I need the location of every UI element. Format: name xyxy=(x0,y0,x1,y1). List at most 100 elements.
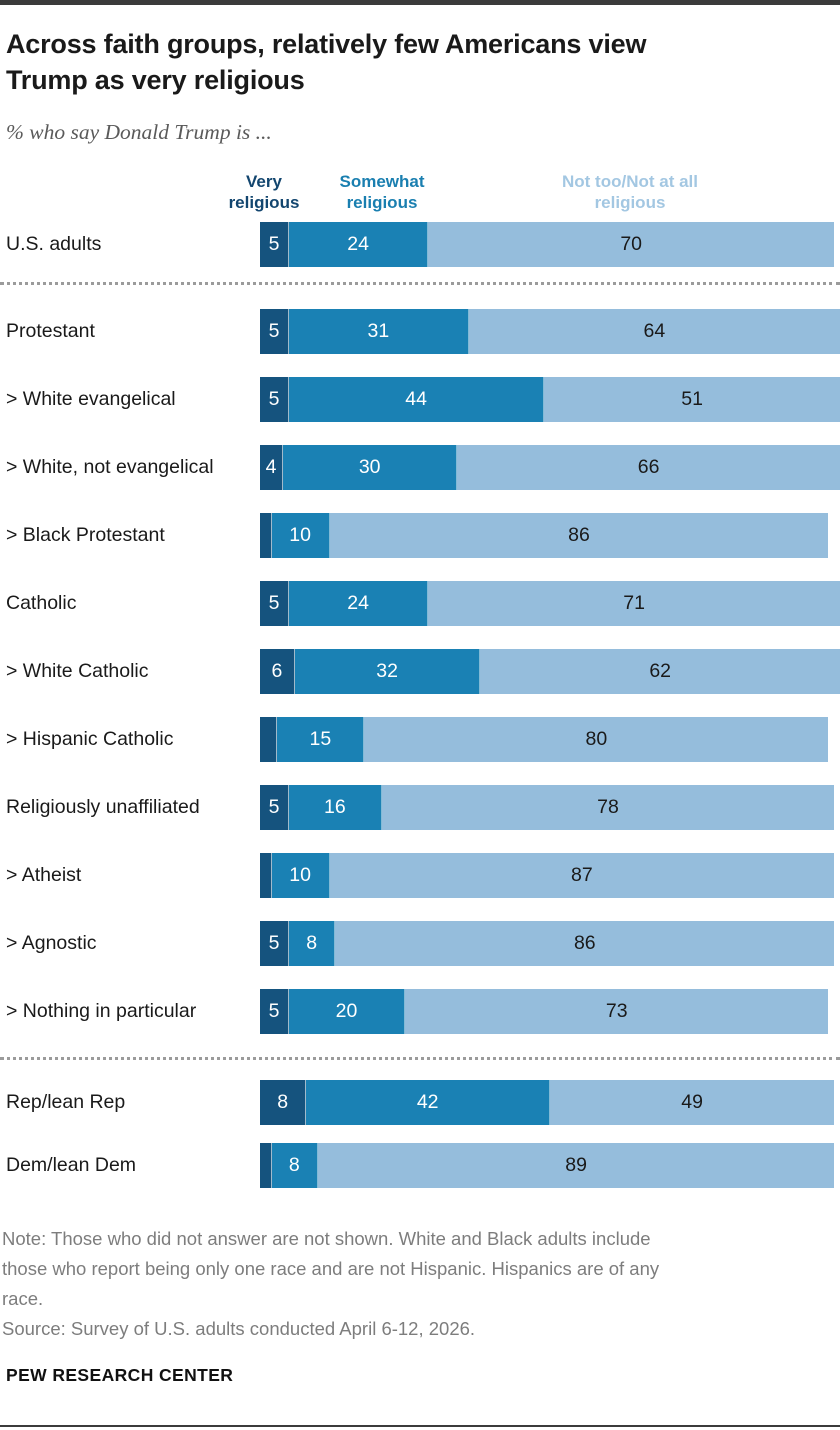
bar-value-label: 6 xyxy=(271,660,283,682)
bar-segment-nottoo: 80 xyxy=(364,717,829,762)
chart-subtitle: % who say Donald Trump is ... xyxy=(6,120,272,144)
bar-segment-very xyxy=(260,513,272,558)
bar-segment-somewhat: 24 xyxy=(289,581,429,626)
bar-value-label: 86 xyxy=(573,932,596,954)
bar-value-label: 10 xyxy=(289,864,311,886)
bar-track: 5 8 86 xyxy=(260,921,840,966)
bar-value-label: 8 xyxy=(306,932,318,954)
bar-segment-very: 5 xyxy=(260,785,289,830)
row-label: Catholic xyxy=(6,592,77,614)
note-text: Note: Those who did not answer are not s… xyxy=(0,1224,840,1314)
bar-segment-somewhat: 8 xyxy=(271,1143,318,1188)
bar-segment-nottoo: 51 xyxy=(544,377,840,422)
bar-segment-nottoo: 49 xyxy=(549,1080,835,1125)
bar-value-label: 49 xyxy=(681,1091,703,1113)
bar-segment-nottoo: 86 xyxy=(329,513,829,558)
bar-value-label: 78 xyxy=(597,796,619,818)
row-label: > Black Protestant xyxy=(6,524,165,546)
row-label: > White Catholic xyxy=(6,660,149,682)
bar-value-label: 44 xyxy=(405,388,427,410)
bar-segment-nottoo: 64 xyxy=(468,309,840,354)
bar-segment-somewhat: 20 xyxy=(289,989,405,1034)
bar-value-label: 80 xyxy=(585,728,608,750)
title-line-1: Across faith groups, relatively few Amer… xyxy=(6,29,647,59)
chart-row: U.S. adults 5 24 70 xyxy=(0,222,840,267)
group-divider xyxy=(0,1057,840,1060)
bar-segment-somewhat: 31 xyxy=(289,309,469,354)
bar-segment-somewhat: 8 xyxy=(289,921,336,966)
bar-value-label: 20 xyxy=(335,1000,358,1022)
row-label: > Nothing in particular xyxy=(6,1000,197,1022)
bar-track: 5 31 64 xyxy=(260,309,840,354)
group-divider xyxy=(0,282,840,285)
bar-segment-very: 5 xyxy=(260,921,289,966)
chart-row: > Nothing in particular 5 20 73 xyxy=(0,989,840,1034)
legend-label-not-too-religious: Not too/Not at all religious xyxy=(562,172,698,212)
title-line-2: Trump as very religious xyxy=(6,65,305,95)
chart-row: Religiously unaffiliated 5 16 78 xyxy=(0,785,840,830)
bottom-rule xyxy=(0,1425,840,1427)
bar-value-label: 71 xyxy=(623,592,645,614)
row-label: > White, not evangelical xyxy=(6,456,214,478)
bar-value-label: 64 xyxy=(643,320,666,342)
bar-value-label: 4 xyxy=(265,456,277,478)
bar-value-label: 5 xyxy=(268,320,280,342)
bar-track: 5 24 70 xyxy=(260,222,840,267)
bar-segment-somewhat: 30 xyxy=(283,445,458,490)
bar-track: 5 44 51 xyxy=(260,377,840,422)
bar-value-label: 51 xyxy=(681,388,703,410)
bar-track: 6 32 62 xyxy=(260,649,840,694)
chart-rows: U.S. adults 5 24 70 Protestant 5 31 64 > White e… xyxy=(0,222,840,1188)
bar-track: 5 16 78 xyxy=(260,785,840,830)
bar-value-label: 32 xyxy=(376,660,398,682)
bar-segment-very: 8 xyxy=(260,1080,307,1125)
bar-value-label: 24 xyxy=(347,592,369,614)
bar-segment-somewhat: 42 xyxy=(306,1080,550,1125)
bar-segment-nottoo: 89 xyxy=(317,1143,835,1188)
bar-value-label: 5 xyxy=(268,592,280,614)
chart-row: Catholic 5 24 71 xyxy=(0,581,840,626)
bar-segment-somewhat: 15 xyxy=(277,717,365,762)
bar-value-label: 62 xyxy=(649,660,672,682)
bar-value-label: 24 xyxy=(347,233,369,255)
bar-value-label: 30 xyxy=(358,456,381,478)
bar-segment-somewhat: 10 xyxy=(271,513,330,558)
bar-track: 15 80 xyxy=(260,717,840,762)
bar-segment-nottoo: 66 xyxy=(457,445,840,490)
note-line: Note: Those who did not answer are not s… xyxy=(2,1228,651,1249)
note-line: those who report being only one race and… xyxy=(2,1258,660,1279)
chart-legend: Very religious Somewhat religious Not to… xyxy=(229,155,840,217)
chart-row: Protestant 5 31 64 xyxy=(0,309,840,354)
bar-value-label: 5 xyxy=(268,233,280,255)
bar-value-label: 5 xyxy=(268,1000,280,1022)
bar-segment-very: 5 xyxy=(260,581,289,626)
bar-segment-very: 5 xyxy=(260,989,289,1034)
chart-row: > Black Protestant 10 86 xyxy=(0,513,840,558)
legend-label-very-religious: Very religious xyxy=(228,172,300,212)
source-text: Source: Survey of U.S. adults conducted … xyxy=(2,1318,476,1339)
bar-segment-nottoo: 62 xyxy=(480,649,840,694)
chart-row: > Hispanic Catholic 15 80 xyxy=(0,717,840,762)
bar-segment-very: 4 xyxy=(260,445,284,490)
row-label: Protestant xyxy=(6,320,95,342)
bar-track: 4 30 66 xyxy=(260,445,840,490)
bar-value-label: 89 xyxy=(565,1154,587,1176)
bar-track: 5 24 71 xyxy=(260,581,840,626)
chart-row: > White evangelical 5 44 51 xyxy=(0,377,840,422)
bar-segment-nottoo: 87 xyxy=(329,853,835,898)
bar-segment-somewhat: 24 xyxy=(289,222,429,267)
bar-value-label: 15 xyxy=(309,728,332,750)
bar-track: 10 87 xyxy=(260,853,840,898)
bar-segment-nottoo: 78 xyxy=(381,785,835,830)
bar-segment-very: 6 xyxy=(260,649,295,694)
bar-segment-very xyxy=(260,1143,272,1188)
bar-value-label: 8 xyxy=(288,1154,300,1176)
bar-segment-nottoo: 70 xyxy=(428,222,835,267)
row-label: > Atheist xyxy=(6,864,82,886)
row-label: Religiously unaffiliated xyxy=(6,796,200,818)
row-label: Dem/lean Dem xyxy=(6,1154,137,1176)
row-label: > White evangelical xyxy=(6,388,176,410)
bar-segment-somewhat: 32 xyxy=(294,649,481,694)
bar-value-label: 42 xyxy=(416,1091,439,1113)
